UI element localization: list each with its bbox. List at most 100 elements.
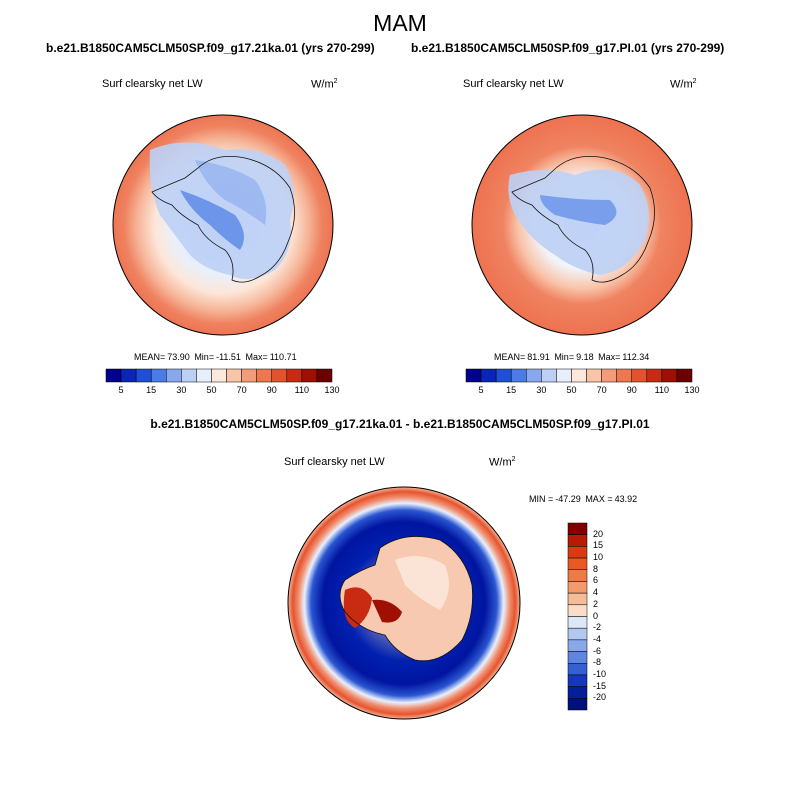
panel-1-map [112, 114, 334, 336]
panel-2-colorbar-swatch [646, 368, 663, 383]
panel-2-colorbar-tick-label: 90 [626, 385, 637, 395]
panel-1-colorbar-swatch [241, 368, 257, 383]
panel-1-colorbar-swatch [316, 368, 333, 383]
panel-1-case-title: b.e21.B1850CAM5CLM50SP.f09_g17.21ka.01 (… [46, 41, 375, 55]
difference-colorbar-swatch [567, 522, 588, 535]
panel-2-colorbar-swatch [586, 368, 602, 383]
difference-colorbar-swatch [567, 674, 588, 687]
difference-colorbar-tick-label: -2 [593, 622, 602, 633]
difference-minmax: MIN = -47.29 MAX = 43.92 [529, 494, 638, 504]
panel-2-variable-label: Surf clearsky net LW [463, 78, 564, 90]
panel-1-colorbar-tick-label: 5 [118, 385, 124, 395]
panel-2-unit: W/m2 [670, 78, 697, 91]
panel-1-colorbar-tick-label: 110 [294, 385, 310, 395]
panel-2-colorbar-swatch [510, 368, 527, 383]
panel-1-colorbar-tick-label: 70 [236, 385, 247, 395]
difference-colorbar-swatch [567, 581, 588, 594]
panel-1-colorbar-swatch [256, 368, 272, 383]
panel-1-colorbar-tick-label: 15 [146, 385, 157, 395]
difference-colorbar-tick-label: -8 [593, 657, 602, 668]
difference-colorbar-swatch [567, 592, 588, 606]
panel-2-colorbar-tick-label: 30 [536, 385, 547, 395]
panel-1-colorbar-tick-label: 130 [324, 385, 340, 395]
difference-map-border [287, 486, 521, 720]
panel-2-colorbar [465, 368, 693, 383]
panel-2-colorbar-swatch [616, 368, 632, 383]
difference-colorbar-swatch [567, 557, 588, 570]
difference-colorbar-tick-label: -20 [593, 692, 607, 703]
panel-1-unit: W/m2 [311, 78, 338, 91]
panel-2-stats: MEAN= 81.91 Min= 9.18 Max= 112.34 [494, 352, 650, 362]
panel-1-colorbar-swatch [181, 368, 197, 383]
difference-colorbar-swatch [567, 604, 588, 617]
panel-1-stats: MEAN= 73.90 Min= -11.51 Max= 110.71 [134, 352, 297, 362]
difference-colorbar-tick-label: -6 [593, 645, 602, 656]
difference-colorbar-tick-label: 15 [593, 540, 604, 551]
difference-colorbar [567, 522, 588, 711]
difference-colorbar-swatch [567, 534, 588, 547]
panel-1-colorbar-swatch [135, 368, 152, 383]
panel-2-coastline [511, 155, 655, 283]
difference-colorbar-swatch [567, 663, 588, 676]
difference-variable-label: Surf clearsky net LW [284, 456, 385, 468]
difference-coastline [339, 536, 473, 662]
panel-2-low-value-region [540, 195, 617, 225]
difference-colorbar-swatch [567, 546, 588, 559]
difference-colorbar-tick-label: 8 [593, 563, 599, 574]
difference-colorbar-swatch [567, 616, 588, 629]
panel-2-colorbar-tick-label: 15 [506, 385, 517, 395]
panel-2-colorbar-swatch [571, 368, 587, 383]
difference-colorbar-tick-label: 6 [593, 575, 599, 586]
panel-2-case-title: b.e21.B1850CAM5CLM50SP.f09_g17.PI.01 (yr… [411, 41, 725, 55]
panel-2-colorbar-swatch [541, 368, 557, 383]
panel-1-colorbar-swatch [286, 368, 303, 383]
difference-colorbar-tick-label: -15 [593, 680, 607, 691]
difference-colorbar-tick-label: -10 [593, 668, 607, 679]
difference-colorbar-swatch [567, 639, 588, 652]
difference-colorbar-tick-label: 10 [593, 552, 604, 563]
difference-warm-region-center [372, 599, 402, 623]
difference-colorbar-swatch [567, 686, 588, 699]
difference-colorbar-swatch [567, 651, 588, 664]
panel-2-map [471, 114, 693, 336]
panel-1-interior-region [195, 160, 267, 225]
panel-1-colorbar-swatch [120, 368, 137, 383]
panel-1-map-border [112, 114, 334, 336]
difference-colorbar-tick-label: 4 [593, 587, 599, 598]
difference-colorbar-tick-label: -4 [593, 633, 602, 644]
difference-title: b.e21.B1850CAM5CLM50SP.f09_g17.21ka.01 -… [150, 417, 650, 431]
panel-2-colorbar-tick-label: 50 [566, 385, 577, 395]
panel-2-colorbar-swatch [480, 368, 497, 383]
panel-2-colorbar-swatch [465, 368, 482, 383]
panel-2-colorbar-swatch [631, 368, 648, 383]
difference-colorbar-tick-label: 20 [593, 528, 604, 539]
panel-1-colorbar-swatch [271, 368, 288, 383]
panel-1-colorbar-tick-label: 30 [176, 385, 187, 395]
panel-2-colorbar-swatch [526, 368, 542, 383]
panel-1-colorbar-swatch [211, 368, 227, 383]
season-title: MAM [373, 10, 427, 36]
panel-1-colorbar-tick-label: 90 [266, 385, 277, 395]
panel-2-colorbar-swatch [495, 368, 512, 383]
panel-2-colorbar-swatch [601, 368, 617, 383]
difference-colorbar-swatch [567, 698, 588, 711]
panel-1-colorbar-swatch [196, 368, 212, 383]
difference-map [287, 486, 521, 720]
difference-colorbar-tick-label: 0 [593, 610, 599, 621]
panel-2-colorbar-tick-label: 130 [684, 385, 700, 395]
panel-1-colorbar-swatch [150, 368, 167, 383]
difference-interior-region [395, 556, 449, 610]
panel-2-colorbar-swatch [676, 368, 693, 383]
panel-1-variable-label: Surf clearsky net LW [102, 78, 203, 90]
panel-2-colorbar-swatch [556, 368, 572, 383]
panel-1-colorbar-swatch [226, 368, 242, 383]
panel-1-colorbar-swatch [105, 368, 122, 383]
panel-1-colorbar [105, 368, 333, 383]
difference-unit: W/m2 [489, 456, 516, 469]
panel-1-colorbar-tick-label: 50 [206, 385, 217, 395]
panel-2-colorbar-tick-label: 70 [596, 385, 607, 395]
panel-1-colorbar-swatch [166, 368, 182, 383]
panel-1-coastline [151, 155, 295, 283]
panel-1-low-value-region [180, 190, 244, 250]
